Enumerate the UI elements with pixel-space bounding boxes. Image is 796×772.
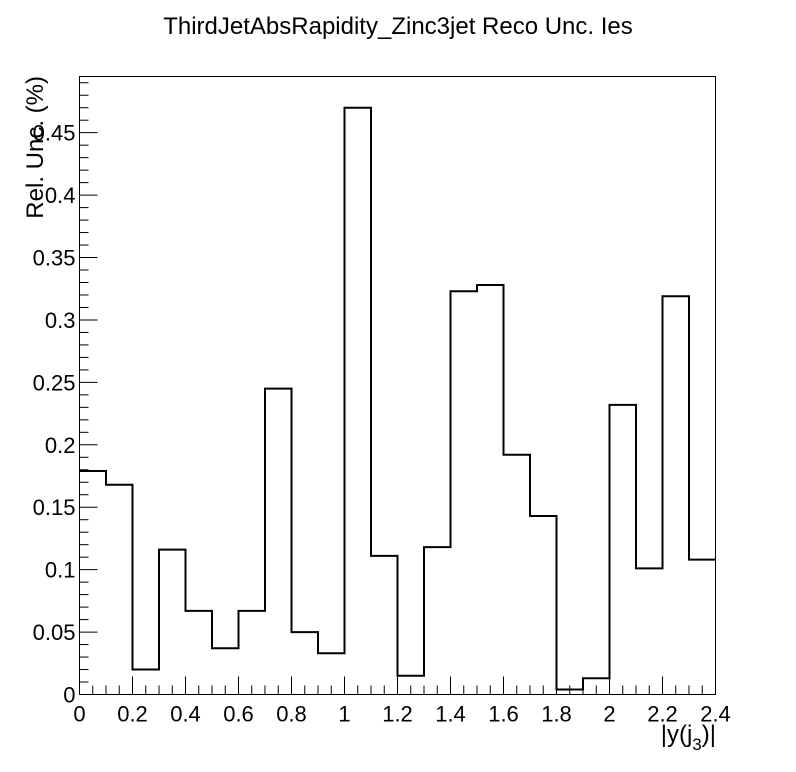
y-tick-labels: 0 0.05 0.1 0.15 0.2 0.25 0.3 0.35 0.4 0.45 <box>33 121 76 708</box>
y-tick-label: 0.25 <box>33 370 76 395</box>
x-tick-label: 1.2 <box>382 702 413 727</box>
major-ticks <box>79 132 716 695</box>
x-axis-label-subscript: 3 <box>692 735 701 754</box>
histogram-line <box>79 106 716 691</box>
x-tick-label: 1.8 <box>541 702 572 727</box>
x-tick-label: 1.6 <box>488 702 519 727</box>
x-tick-label: 1.4 <box>435 702 466 727</box>
x-tick-label: 0.8 <box>276 702 307 727</box>
y-tick-label: 0 <box>63 683 75 708</box>
chart-title: ThirdJetAbsRapidity_Zinc3jet Reco Unc. I… <box>163 13 633 40</box>
x-axis-label-end: )| <box>702 721 716 748</box>
x-axis-label-main: |y(j <box>661 721 693 748</box>
y-tick-label: 0.4 <box>45 183 76 208</box>
x-axis-label: |y(j3)| <box>661 721 716 754</box>
y-tick-label: 0.35 <box>33 246 76 271</box>
y-axis-label: Rel. Unc. (%) <box>22 76 49 219</box>
x-tick-label: 2.4 <box>700 702 731 727</box>
x-tick-label: 2.2 <box>647 702 678 727</box>
x-tick-label: 0.6 <box>223 702 254 727</box>
y-tick-label: 0.05 <box>33 620 76 645</box>
x-tick-label: 0.2 <box>117 702 148 727</box>
y-tick-label: 0.3 <box>45 308 76 333</box>
x-tick-label: 0 <box>73 702 85 727</box>
minor-ticks <box>79 82 703 695</box>
x-tick-label: 2 <box>603 702 615 727</box>
y-tick-label: 0.1 <box>45 558 76 583</box>
y-tick-label: 0.15 <box>33 495 76 520</box>
x-tick-labels: 0 0.2 0.4 0.6 0.8 1 1.2 1.4 1.6 1.8 2 2.2 2.4 <box>73 702 730 727</box>
y-tick-label: 0.2 <box>45 433 76 458</box>
x-tick-label: 1 <box>338 702 350 727</box>
y-tick-label: 0.45 <box>33 121 76 146</box>
x-tick-label: 0.4 <box>170 702 201 727</box>
